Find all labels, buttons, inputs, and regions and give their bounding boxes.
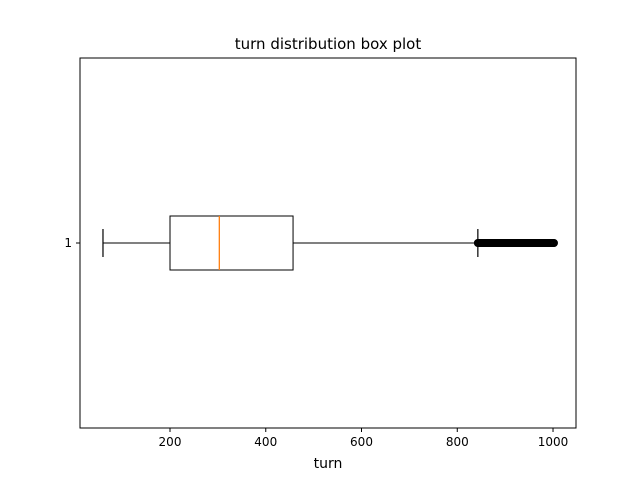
box-elements: [102, 215, 558, 271]
x-axis-label: turn: [314, 456, 343, 472]
iqr-box: [169, 215, 294, 271]
x-tick-label: 600: [350, 435, 373, 449]
x-axis-ticks: 200 400 600 800 1000: [159, 428, 569, 449]
x-tick-label: 800: [446, 435, 469, 449]
x-tick-label: 200: [159, 435, 182, 449]
y-tick-label: 1: [64, 236, 72, 250]
x-tick-label: 1000: [538, 435, 569, 449]
x-tick-label: 400: [254, 435, 277, 449]
y-axis-ticks: 1: [64, 236, 80, 250]
outlier-point: [549, 239, 558, 247]
chart-title: turn distribution box plot: [235, 35, 422, 53]
